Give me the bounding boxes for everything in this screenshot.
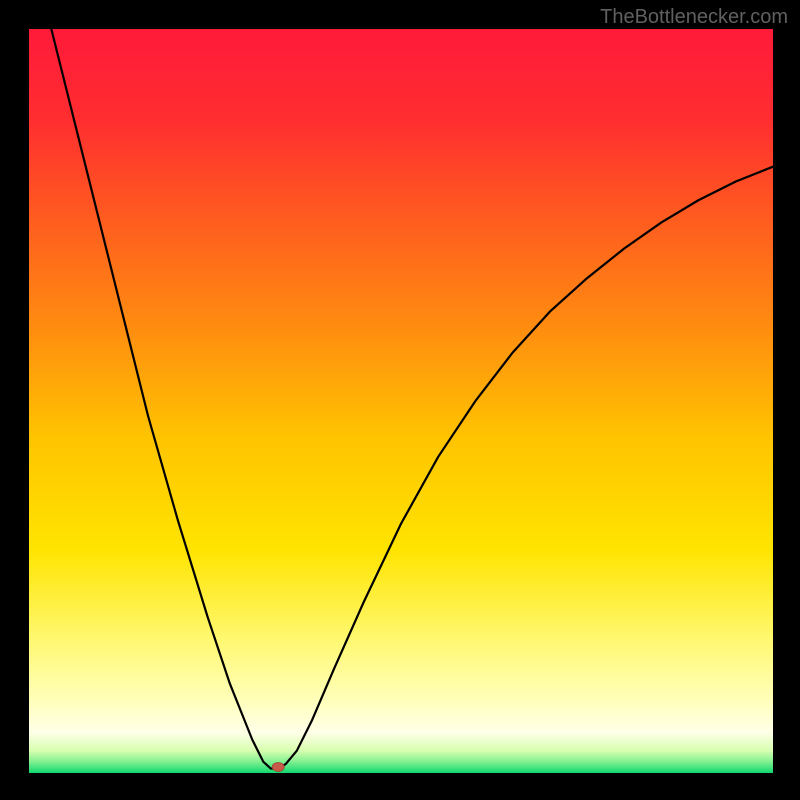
bottleneck-chart-svg: [29, 29, 773, 773]
chart-plot-area: [28, 28, 772, 772]
watermark-text: TheBottlenecker.com: [600, 6, 788, 29]
gradient-background: [29, 29, 773, 773]
optimal-point-marker: [272, 763, 284, 772]
